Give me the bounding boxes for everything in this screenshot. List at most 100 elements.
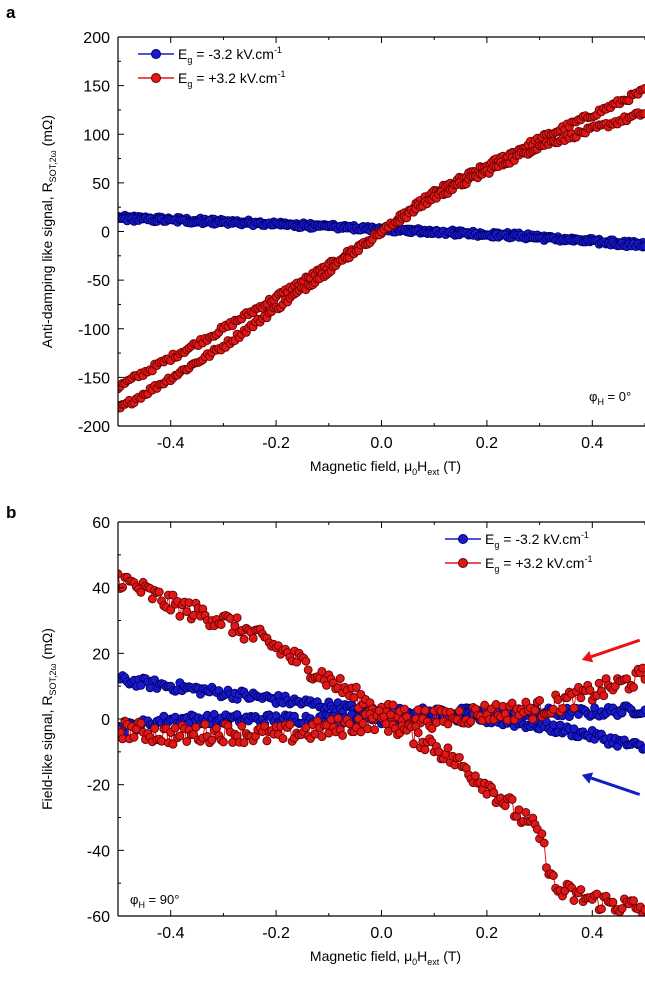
data-point — [576, 885, 586, 894]
data-point — [409, 739, 419, 749]
data-point — [239, 738, 249, 748]
data-point — [191, 722, 201, 732]
plot-area-a — [118, 83, 645, 413]
data-point — [640, 674, 645, 684]
arrow-shaft-1 — [590, 776, 641, 796]
x-axis-label-mu-sub: 0 — [412, 957, 417, 967]
legend-label-sup: -1 — [584, 554, 592, 564]
legend-label-rest: = -3.2 kV.cm — [499, 531, 581, 547]
data-point — [548, 871, 558, 880]
arrow-head-1 — [581, 772, 594, 784]
y-axis-label: Field-like signal, RSOT,2ω (mΩ) — [39, 628, 58, 810]
y-tick-label: 50 — [92, 176, 110, 193]
data-point — [136, 718, 146, 728]
data-point — [539, 838, 549, 848]
data-point — [150, 723, 160, 733]
y-tick-label: -100 — [78, 322, 110, 339]
annotation-sub: H — [138, 900, 145, 910]
data-point — [640, 705, 645, 715]
data-point — [216, 620, 226, 630]
x-tick-label: -0.2 — [262, 435, 290, 452]
data-point — [569, 896, 579, 905]
data-point — [351, 682, 361, 692]
legend-label-sub: g — [494, 540, 499, 550]
data-point — [480, 700, 490, 710]
legend-label-rest: = -3.2 kV.cm — [192, 46, 274, 62]
data-point — [168, 590, 178, 600]
data-point — [239, 634, 249, 644]
data-point — [640, 241, 645, 251]
data-point — [230, 621, 240, 631]
y-axis-label-main: Field-like signal, R — [39, 696, 55, 810]
x-axis-label-mu-sub: 0 — [412, 467, 417, 477]
x-axis-label-mu: μ — [404, 458, 412, 474]
x-tick-label: 0.2 — [476, 925, 498, 942]
data-point — [420, 705, 430, 715]
data-point — [338, 730, 347, 740]
legend-label-red: Eg = +3.2 kV.cm-1 — [485, 554, 592, 574]
data-point — [640, 744, 645, 754]
data-point — [207, 735, 217, 745]
data-point — [370, 725, 380, 735]
legend-label-sup: -1 — [274, 45, 282, 55]
data-point — [427, 724, 437, 733]
data-point — [285, 720, 295, 730]
data-point — [333, 713, 343, 723]
annotation-rest: = 0° — [604, 389, 631, 404]
y-axis-label-sub: SOT,2ω — [48, 150, 58, 182]
y-axis-label-main: Anti-damping like signal, R — [39, 182, 55, 348]
data-point — [622, 674, 632, 684]
data-point — [248, 633, 258, 643]
legend-label-blue: Eg = -3.2 kV.cm-1 — [485, 530, 589, 550]
data-point — [454, 706, 464, 716]
data-point — [454, 752, 464, 762]
legend-marker-red — [458, 558, 468, 568]
data-point — [399, 704, 409, 714]
data-point — [317, 732, 327, 742]
y-tick-label: 100 — [83, 127, 110, 144]
data-point — [629, 896, 638, 906]
y-tick-label: -150 — [78, 370, 110, 387]
chart-panel-b: -0.4 -0.2 0.0 0.2 0.4 60 40 20 0 -20 -40 -60 Magneti… — [39, 515, 645, 967]
annotation-sub: H — [597, 397, 604, 407]
data-point — [489, 788, 499, 798]
data-point — [576, 693, 586, 703]
x-axis-label-main: Magnetic field, — [310, 948, 404, 964]
data-point — [640, 905, 645, 915]
data-point — [335, 674, 345, 683]
data-point — [182, 737, 192, 746]
data-point — [175, 731, 185, 741]
legend-label-e: E — [178, 46, 187, 62]
annotation-rest: = 90° — [145, 892, 179, 907]
y-tick-label: -50 — [87, 273, 110, 290]
data-point — [507, 794, 517, 804]
data-point — [147, 594, 157, 604]
y-tick-label: 20 — [92, 646, 110, 663]
x-tick-label: -0.2 — [262, 925, 290, 942]
legend-label-blue: Eg = -3.2 kV.cm-1 — [178, 45, 282, 65]
data-point — [200, 719, 210, 729]
y-tick-label: 150 — [83, 79, 110, 96]
y-axis-label: Anti-damping like signal, RSOT,2ω (mΩ) — [39, 115, 58, 348]
legend-label-e: E — [485, 555, 494, 571]
x-tick-label: -0.4 — [157, 435, 185, 452]
y-tick-label: 0 — [101, 225, 110, 242]
data-point — [466, 717, 476, 726]
data-point — [136, 587, 146, 597]
x-axis-label-unit: (T) — [439, 458, 461, 474]
y-axis-label-unit: (mΩ) — [39, 628, 55, 663]
y-tick-label: -60 — [87, 909, 110, 926]
data-point — [640, 83, 645, 93]
data-point — [608, 897, 618, 907]
annotation-phi-h: φH = 0° — [589, 389, 631, 407]
panel-label-b: b — [6, 503, 16, 522]
y-tick-label: -200 — [78, 419, 110, 436]
data-point — [535, 695, 545, 705]
legend-marker-blue — [458, 534, 468, 544]
data-point — [640, 109, 645, 119]
data-point — [617, 904, 627, 913]
x-tick-label: 0.0 — [370, 435, 392, 452]
x-axis-label-h: H — [417, 458, 427, 474]
data-point — [443, 719, 453, 729]
